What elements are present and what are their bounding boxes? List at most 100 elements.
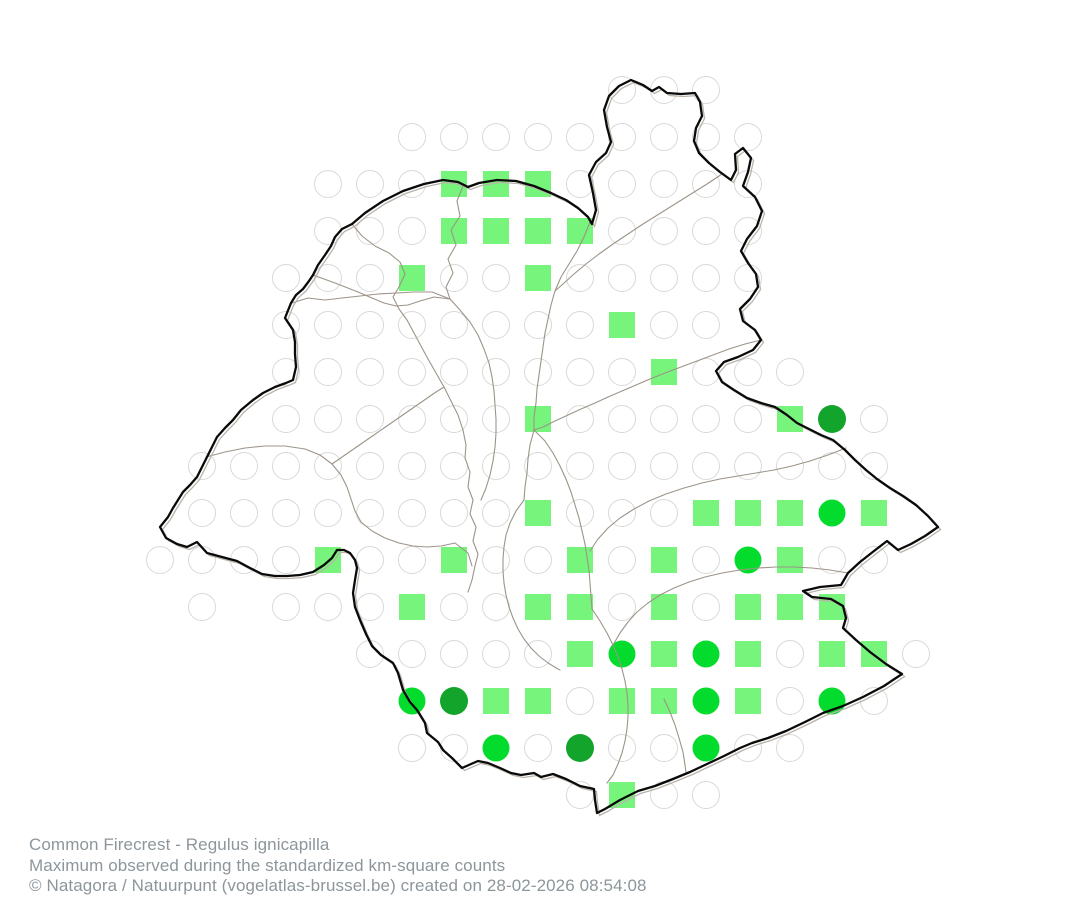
no-observation-circle-marker	[524, 546, 552, 574]
medium-count-circle-marker	[692, 687, 720, 715]
no-observation-circle-marker	[314, 593, 342, 621]
no-observation-circle-marker	[272, 358, 300, 386]
map-subtitle: Maximum observed during the standardized…	[29, 855, 506, 875]
low-count-square-marker	[567, 594, 593, 620]
no-observation-circle-marker	[188, 593, 216, 621]
low-count-square-marker	[441, 547, 467, 573]
no-observation-circle-marker	[524, 123, 552, 151]
no-observation-circle-marker	[608, 170, 636, 198]
no-observation-circle-marker	[482, 640, 510, 668]
low-count-square-marker	[567, 218, 593, 244]
no-observation-circle-marker	[398, 640, 426, 668]
high-count-circle-marker	[566, 734, 594, 762]
no-observation-circle-marker	[440, 593, 468, 621]
no-observation-circle-marker	[440, 264, 468, 292]
no-observation-circle-marker	[692, 264, 720, 292]
no-observation-circle-marker	[650, 734, 678, 762]
no-observation-circle-marker	[692, 170, 720, 198]
no-observation-circle-marker	[482, 499, 510, 527]
species-title: Common Firecrest - Regulus ignicapilla	[29, 835, 330, 854]
low-count-square-marker	[525, 218, 551, 244]
no-observation-circle-marker	[608, 76, 636, 104]
no-observation-circle-marker	[398, 358, 426, 386]
low-count-square-marker	[777, 500, 803, 526]
no-observation-circle-marker	[818, 546, 846, 574]
no-observation-circle-marker	[440, 640, 468, 668]
low-count-square-marker	[777, 594, 803, 620]
no-observation-circle-marker	[734, 405, 762, 433]
medium-count-circle-marker	[692, 640, 720, 668]
no-observation-circle-marker	[440, 358, 468, 386]
low-count-square-marker	[567, 641, 593, 667]
no-observation-circle-marker	[650, 311, 678, 339]
no-observation-circle-marker	[440, 311, 468, 339]
no-observation-circle-marker	[272, 546, 300, 574]
low-count-square-marker	[525, 265, 551, 291]
no-observation-circle-marker	[272, 499, 300, 527]
medium-count-circle-marker	[398, 687, 426, 715]
low-count-square-marker	[735, 641, 761, 667]
medium-count-circle-marker	[692, 734, 720, 762]
no-observation-circle-marker	[566, 123, 594, 151]
no-observation-circle-marker	[902, 640, 930, 668]
no-observation-circle-marker	[608, 358, 636, 386]
no-observation-circle-marker	[650, 123, 678, 151]
no-observation-circle-marker	[650, 264, 678, 292]
no-observation-circle-marker	[608, 546, 636, 574]
caption-block: Common Firecrest - Regulus ignicapilla M…	[29, 835, 647, 897]
no-observation-circle-marker	[398, 499, 426, 527]
low-count-square-marker	[651, 641, 677, 667]
no-observation-circle-marker	[608, 405, 636, 433]
no-observation-circle-marker	[398, 123, 426, 151]
low-count-square-marker	[693, 500, 719, 526]
no-observation-circle-marker	[566, 311, 594, 339]
no-observation-circle-marker	[440, 123, 468, 151]
low-count-square-marker	[651, 359, 677, 385]
no-observation-circle-marker	[314, 311, 342, 339]
no-observation-circle-marker	[482, 546, 510, 574]
no-observation-circle-marker	[482, 358, 510, 386]
medium-count-circle-marker	[734, 546, 762, 574]
no-observation-circle-marker	[566, 405, 594, 433]
no-observation-circle-marker	[188, 452, 216, 480]
low-count-square-marker	[651, 547, 677, 573]
no-observation-circle-marker	[482, 123, 510, 151]
low-count-square-marker	[777, 547, 803, 573]
no-observation-circle-marker	[356, 499, 384, 527]
low-count-square-marker	[399, 594, 425, 620]
no-observation-circle-marker	[440, 734, 468, 762]
no-observation-circle-marker	[608, 734, 636, 762]
no-observation-circle-marker	[734, 452, 762, 480]
no-observation-circle-marker	[650, 405, 678, 433]
no-observation-circle-marker	[314, 358, 342, 386]
no-observation-circle-marker	[692, 593, 720, 621]
no-observation-circle-marker	[398, 452, 426, 480]
no-observation-circle-marker	[776, 640, 804, 668]
no-observation-circle-marker	[482, 452, 510, 480]
low-count-square-marker	[735, 594, 761, 620]
no-observation-circle-marker	[272, 264, 300, 292]
no-observation-circle-marker	[860, 546, 888, 574]
no-observation-circle-marker	[776, 358, 804, 386]
high-count-circle-marker	[440, 687, 468, 715]
no-observation-circle-marker	[650, 217, 678, 245]
low-count-square-marker	[735, 500, 761, 526]
no-observation-circle-marker	[440, 499, 468, 527]
no-observation-circle-marker	[566, 452, 594, 480]
no-observation-circle-marker	[692, 76, 720, 104]
no-observation-circle-marker	[314, 499, 342, 527]
no-observation-circle-marker	[272, 593, 300, 621]
low-count-square-marker	[651, 688, 677, 714]
no-observation-circle-marker	[524, 640, 552, 668]
no-observation-circle-marker	[356, 264, 384, 292]
municipal-boundaries	[205, 173, 849, 784]
no-observation-circle-marker	[230, 499, 258, 527]
no-observation-circle-marker	[734, 358, 762, 386]
region-boundary	[158, 78, 940, 815]
no-observation-circle-marker	[776, 687, 804, 715]
no-observation-circle-marker	[356, 311, 384, 339]
no-observation-circle-marker	[608, 452, 636, 480]
no-observation-circle-marker	[566, 499, 594, 527]
